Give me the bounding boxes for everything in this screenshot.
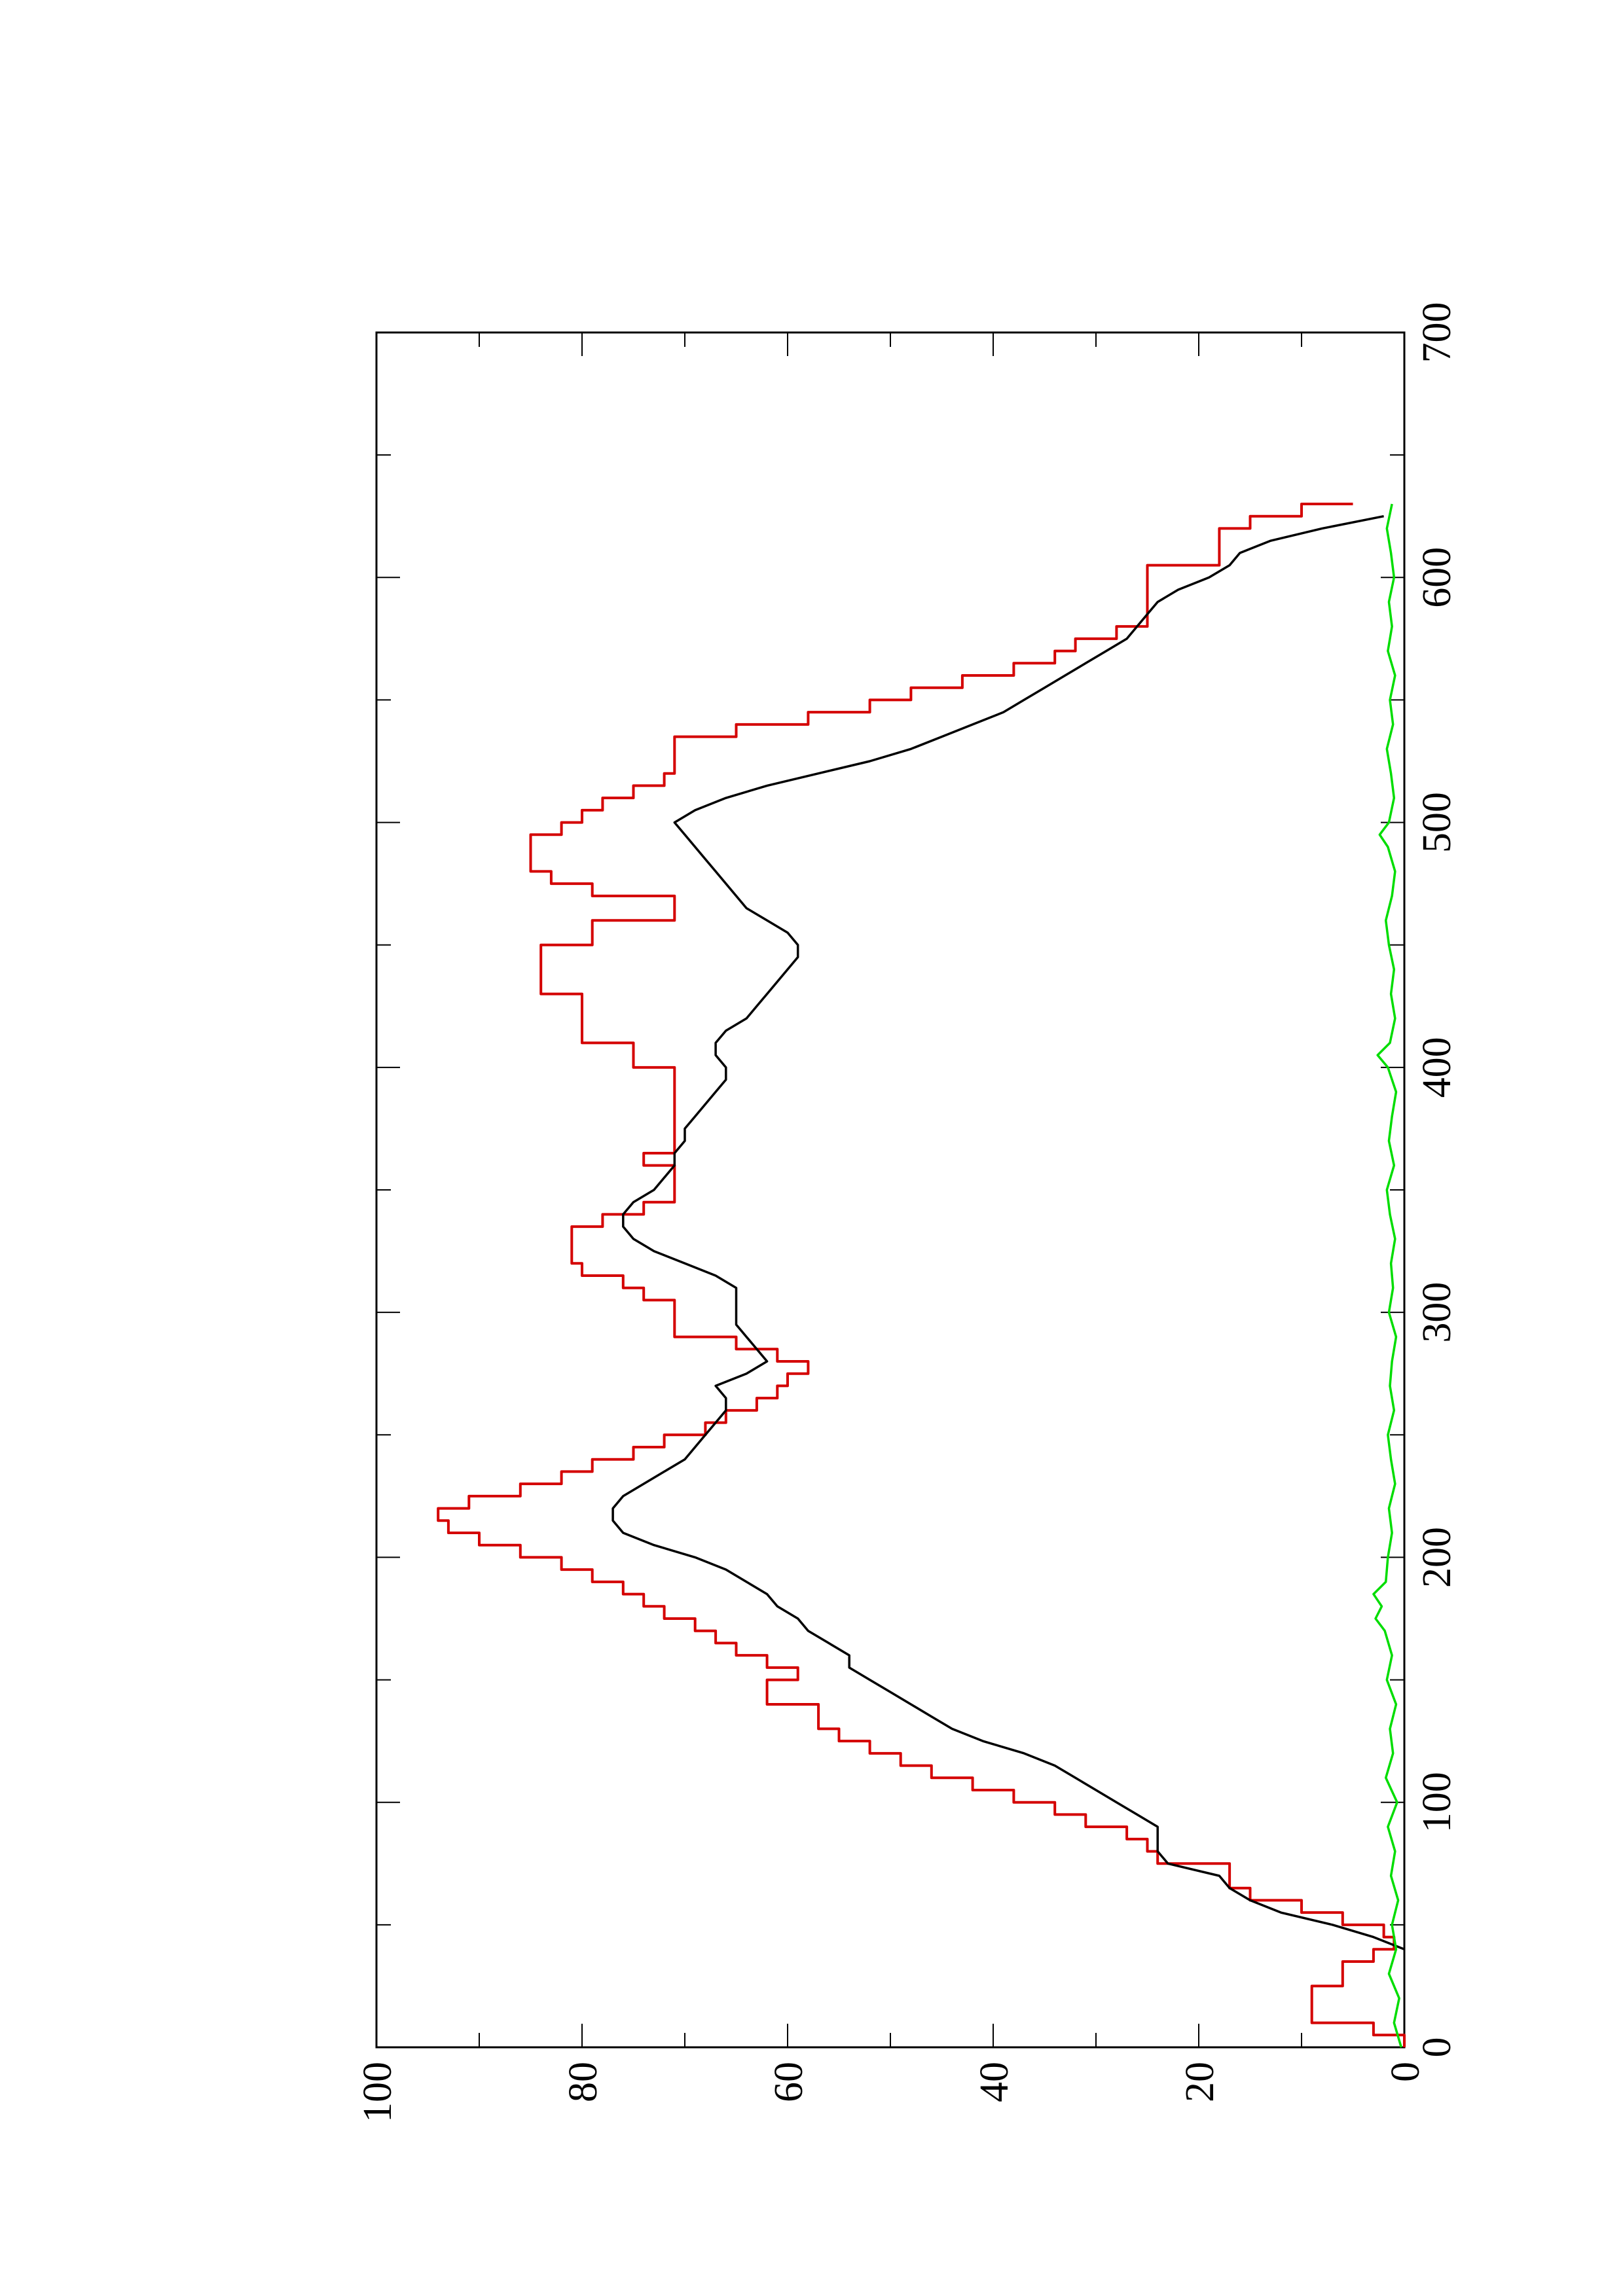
- series-line-2: [611, 514, 1405, 1950]
- x-tick-label: 600: [1415, 547, 1459, 608]
- y-tick-label: 0: [1383, 2062, 1428, 2082]
- x-tick-label: 0: [1415, 2037, 1459, 2058]
- y-tick-label: 80: [561, 2062, 606, 2102]
- x-tick-label: 400: [1415, 1037, 1459, 1098]
- y-tick-label: 20: [1178, 2062, 1222, 2102]
- tick-labels: 0 100 200 300 400 500 600 700 0 20 40 60 80 100: [356, 302, 1459, 2123]
- axis-ticks: [376, 332, 1405, 2048]
- series-layer: [437, 503, 1406, 2048]
- y-tick-label: 40: [972, 2062, 1017, 2102]
- x-tick-label: 500: [1415, 792, 1459, 853]
- y-tick-label: 100: [356, 2062, 400, 2123]
- x-tick-label: 200: [1415, 1527, 1459, 1588]
- x-tick-label: 700: [1415, 302, 1459, 363]
- plot-frame: [375, 331, 1406, 2049]
- rotated-plot-group: 0 100 200 300 400 500 600 700 0 20 40 60 80 100: [356, 302, 1459, 2123]
- x-tick-label: 100: [1415, 1772, 1459, 1833]
- series-line-1: [437, 503, 1406, 2047]
- series-line-3: [1372, 503, 1402, 2048]
- y-tick-label: 60: [767, 2062, 811, 2102]
- x-tick-label: 300: [1415, 1282, 1459, 1343]
